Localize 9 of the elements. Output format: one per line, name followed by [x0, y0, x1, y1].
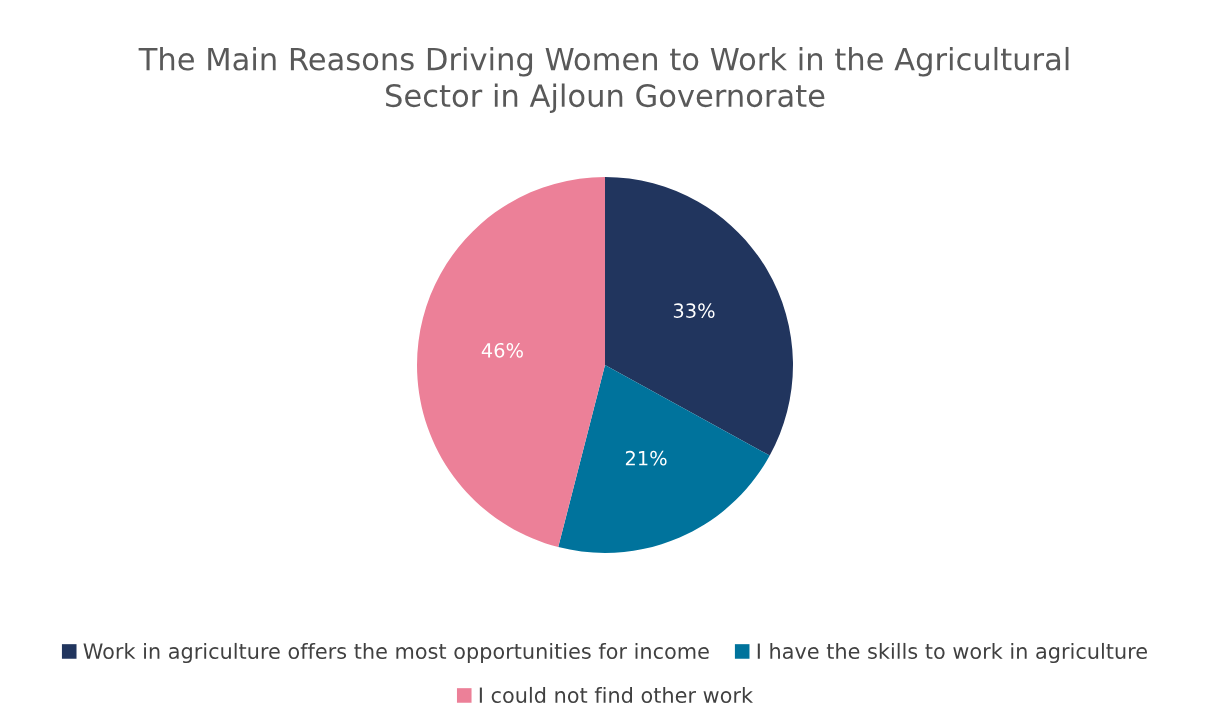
data-label: 46% [481, 342, 523, 358]
data-label: 33% [673, 303, 715, 319]
legend-label: Work in agriculture offers the most opportunities for income [83, 642, 709, 664]
data-label: 21% [625, 450, 667, 466]
legend-label: I could not find other work [479, 686, 753, 704]
pie-slice [558, 365, 770, 553]
pie-slice [417, 177, 605, 548]
legend-label: I have the skills to work in agriculture [757, 642, 1147, 664]
chart-title: The Main Reasons Driving Women to Work in the Agricultural Sector in Ajloun Governorate [138, 46, 1069, 114]
